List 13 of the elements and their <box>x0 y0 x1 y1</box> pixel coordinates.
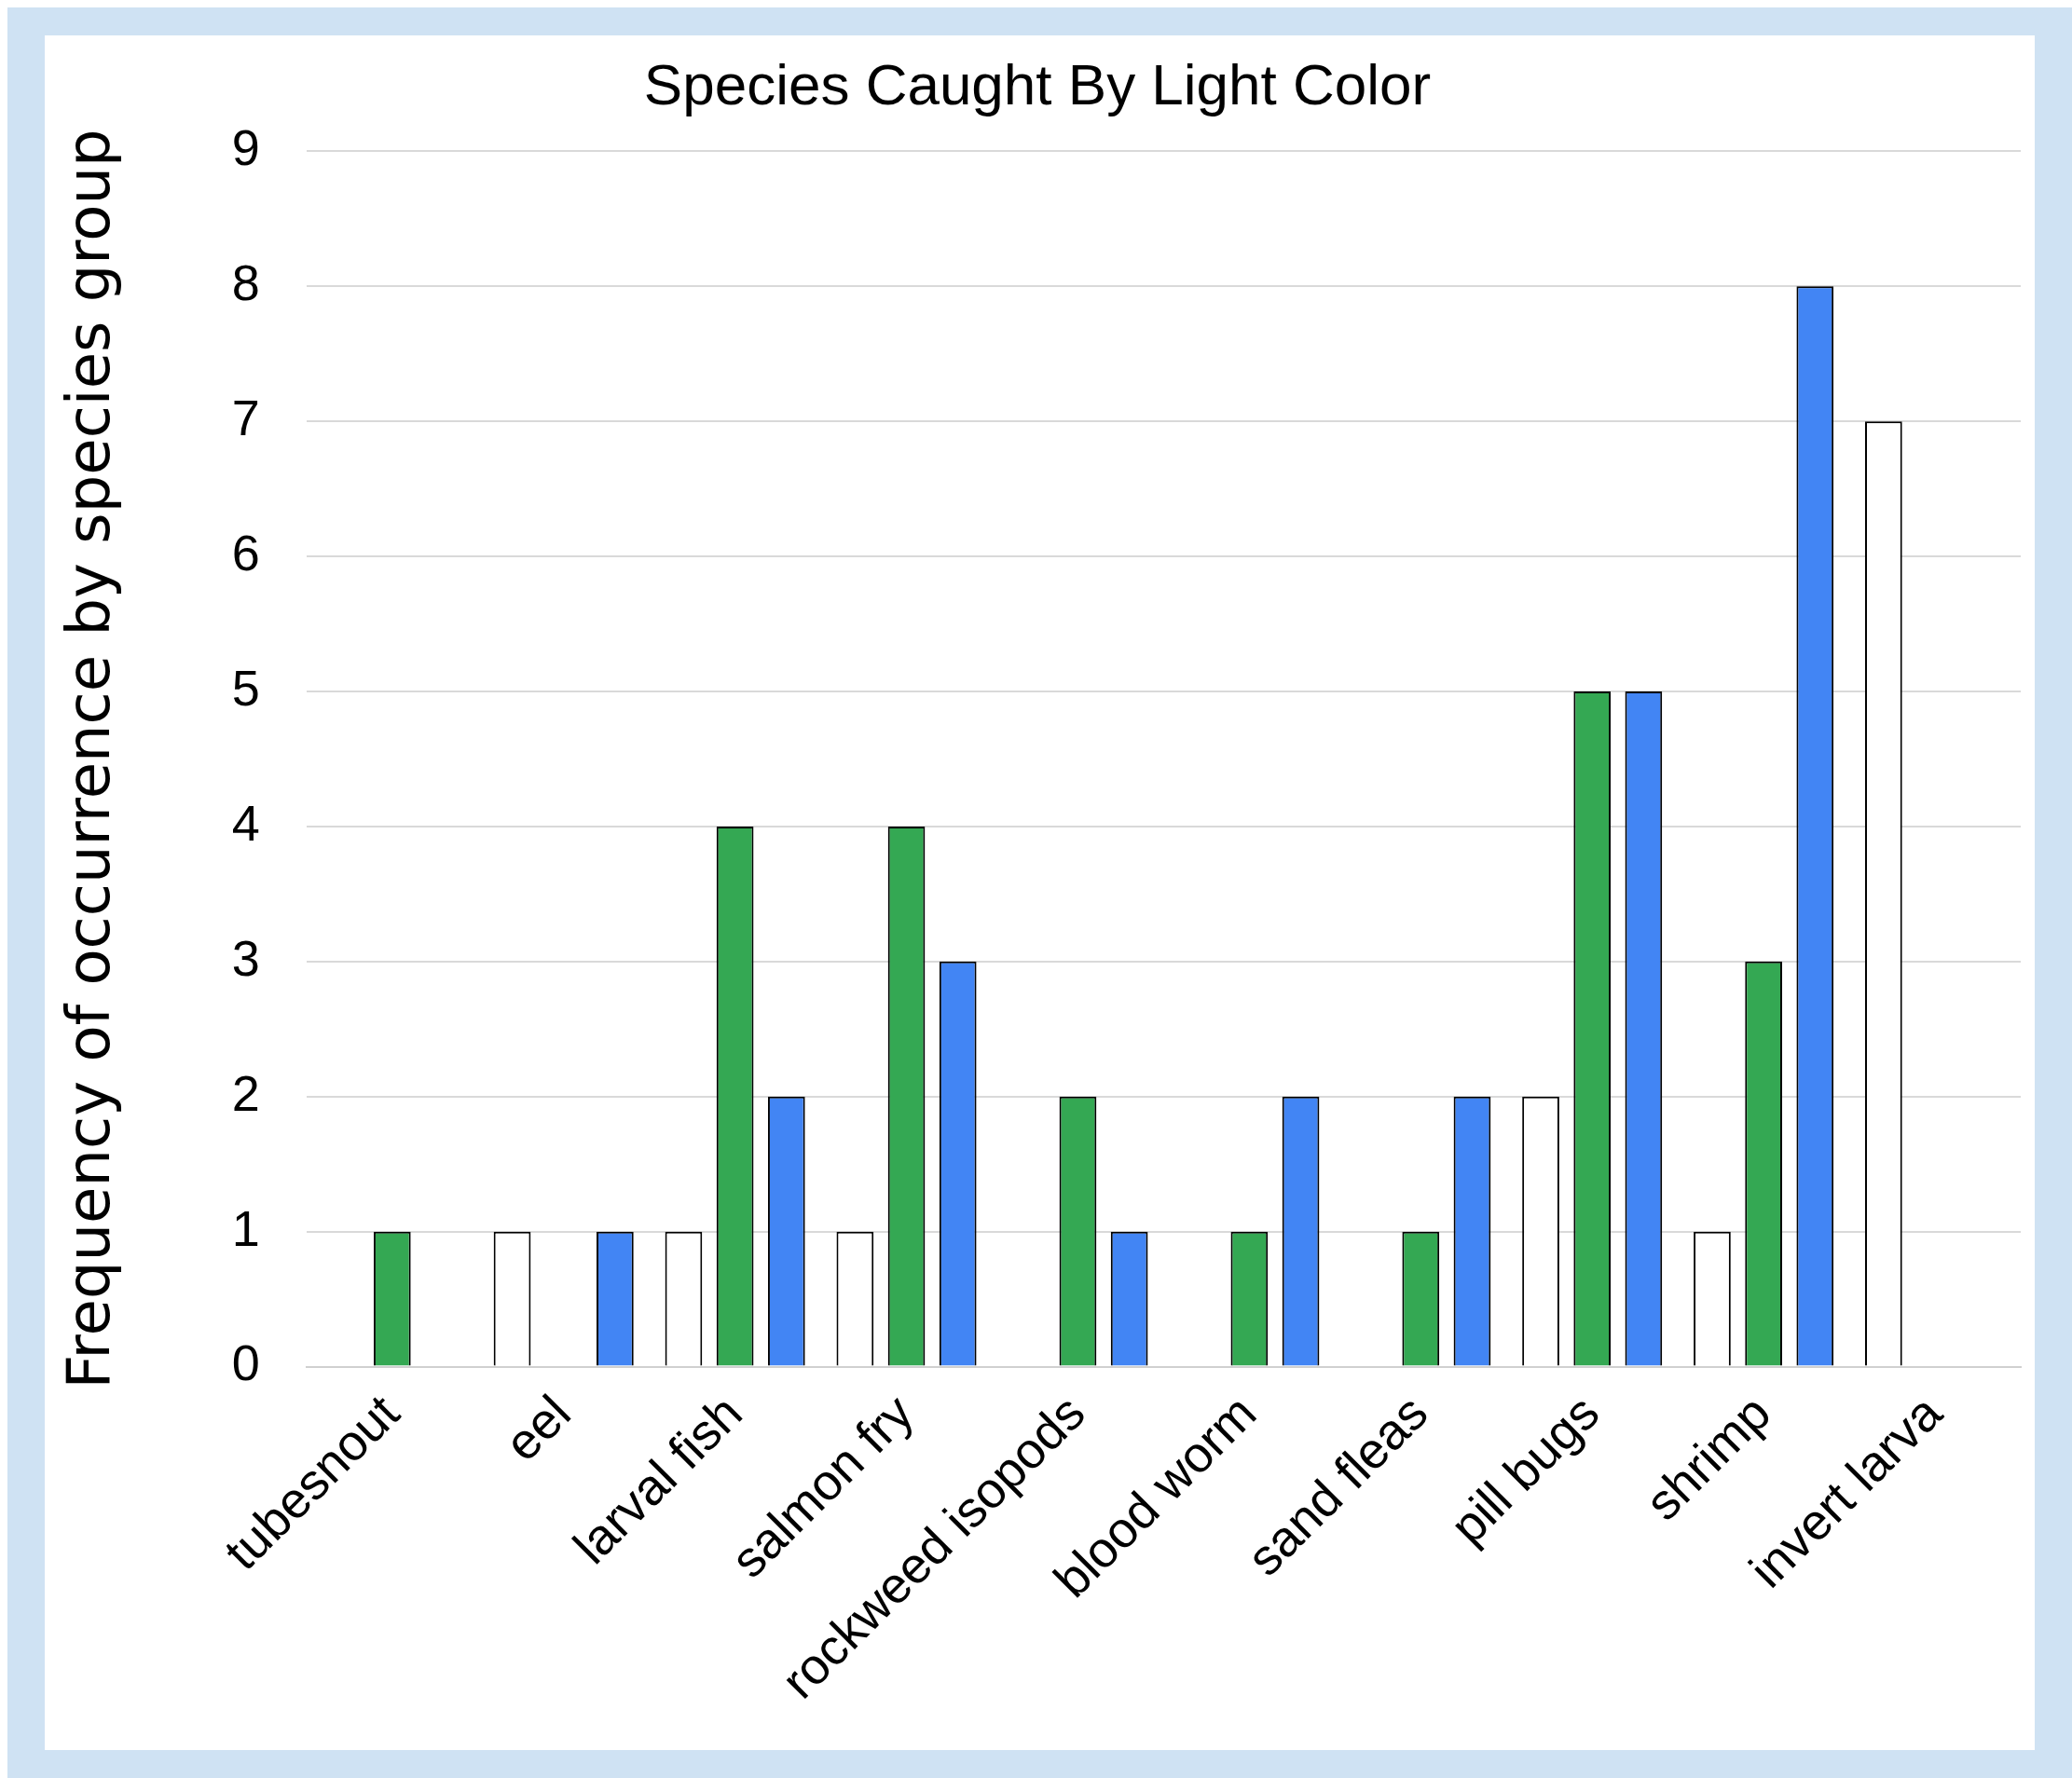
y-tick-label: 3 <box>231 929 260 986</box>
y-tick-label: 5 <box>231 659 260 716</box>
y-tick-label: 7 <box>231 390 260 446</box>
y-tick-label: 1 <box>231 1199 260 1256</box>
y-tick-label: 0 <box>231 1334 260 1391</box>
y-tick-label: 8 <box>231 254 260 311</box>
y-tick-label: 9 <box>231 119 260 176</box>
y-tick-label: 2 <box>231 1064 260 1121</box>
y-tick-label: 6 <box>231 525 260 581</box>
y-tick-label: 4 <box>231 794 260 851</box>
y-axis-title: Frequency of occurrence by species group <box>54 129 124 1389</box>
chart-title: Species Caught By Light Color <box>643 52 1432 117</box>
x-tick-label: eel <box>493 1384 582 1471</box>
